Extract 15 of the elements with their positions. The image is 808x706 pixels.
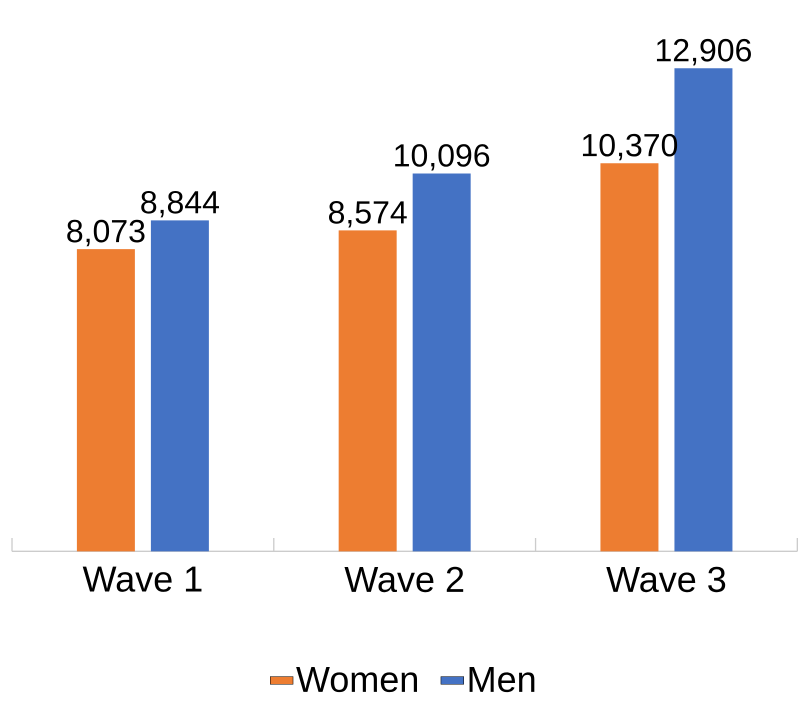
bar [600, 163, 658, 552]
data-label: 8,574 [329, 201, 407, 228]
x-tick-label: Wave 3 [606, 566, 726, 592]
data-label: 10,096 [395, 144, 490, 171]
data-label: 8,844 [141, 190, 219, 218]
legend-label: Women [296, 667, 418, 692]
data-label: 12,906 [656, 38, 751, 66]
x-tick-label: Wave 2 [344, 566, 464, 592]
bar [338, 230, 397, 552]
x-tick-label: Wave 1 [82, 566, 202, 592]
bar [412, 173, 471, 552]
data-label: 8,073 [67, 220, 145, 246]
legend-label: Men [470, 667, 534, 692]
bar [150, 220, 209, 552]
bar [76, 249, 135, 552]
